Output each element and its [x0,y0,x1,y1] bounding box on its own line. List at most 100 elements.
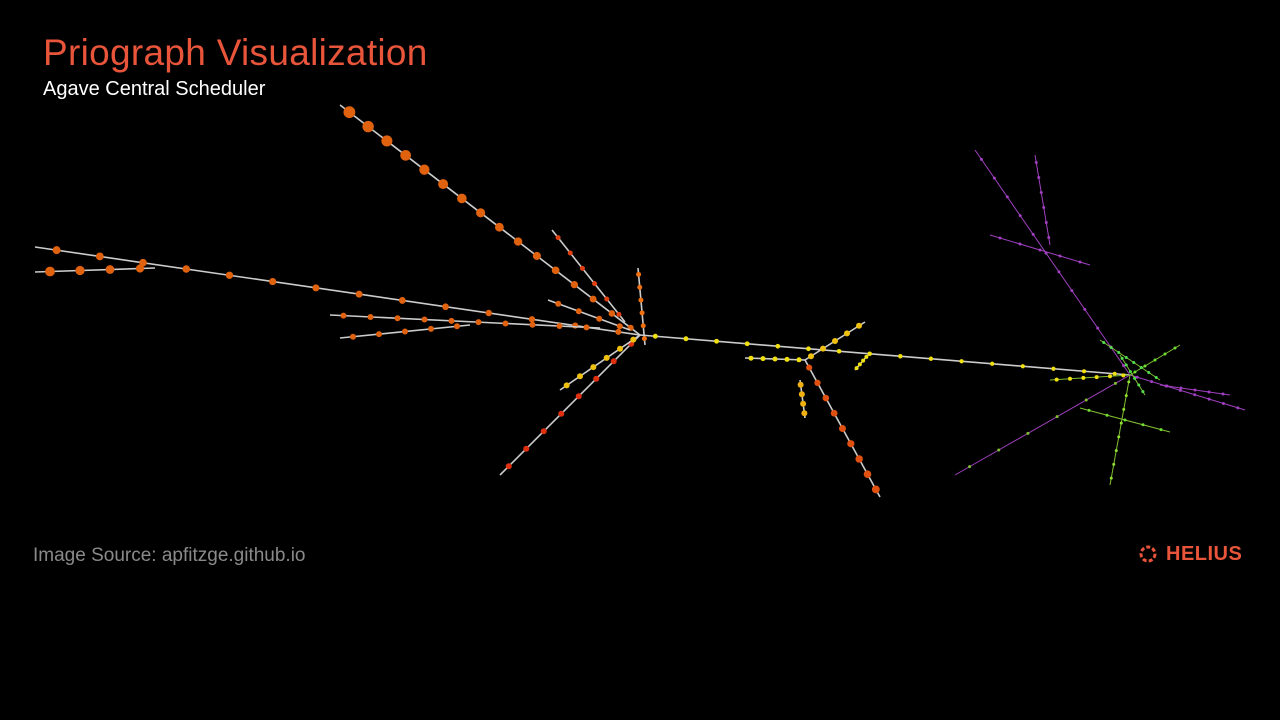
node [1141,390,1145,394]
node [1139,366,1143,369]
node [744,341,750,347]
node [832,338,838,344]
node [610,358,617,365]
node [505,463,512,470]
node [1044,221,1048,224]
node [637,284,643,290]
node [135,264,145,273]
node [990,361,995,366]
node [398,297,406,304]
node [1109,476,1113,480]
node [979,157,983,161]
node [1124,356,1128,359]
node [608,310,616,317]
node [683,336,689,342]
node [806,364,813,371]
edge [499,334,641,476]
node [394,315,401,322]
node [1031,232,1035,236]
node [400,149,411,161]
node [1047,236,1051,239]
node [475,319,482,326]
node [1042,206,1046,209]
node [1096,326,1100,330]
node [1058,254,1062,258]
logo: HELIUS [1136,542,1242,566]
edge [34,267,156,273]
node [502,320,509,327]
edge [1129,374,1246,411]
node [476,208,486,218]
edge [547,299,631,331]
node [376,331,382,338]
node [1122,407,1126,411]
node [1068,376,1072,381]
node [540,428,547,435]
node [454,323,460,330]
edge [551,229,626,323]
node [836,348,842,354]
node [1153,358,1157,362]
node [1173,346,1177,350]
node [558,410,565,417]
node [1122,364,1126,368]
node [577,373,583,380]
node [748,355,754,361]
node [1119,421,1123,425]
node [528,316,536,323]
node [555,300,562,307]
node [847,440,855,448]
node [350,333,356,340]
node [968,465,972,469]
node [796,357,802,363]
node [592,281,598,287]
node [589,295,597,303]
subtitle: Agave Central Scheduler [43,78,266,100]
node [596,315,603,322]
node [1127,380,1131,384]
node [105,265,115,274]
node [494,222,504,232]
node [457,193,467,204]
node [864,354,869,359]
node [797,381,804,388]
node [556,323,563,330]
node [636,271,642,277]
node [1154,376,1158,379]
node [772,356,778,362]
node [269,277,277,286]
node [381,135,393,147]
node [856,322,862,329]
edge [637,267,646,346]
node [593,375,600,382]
node [1137,383,1141,387]
node [760,356,766,362]
node [615,328,622,335]
node [959,359,964,364]
node [1020,364,1025,369]
node [616,311,622,317]
node [1132,361,1136,364]
node [898,354,903,359]
node [640,323,646,329]
node [532,251,541,260]
node [1236,406,1240,410]
node [579,265,585,271]
node [1165,384,1169,388]
node [1124,363,1128,367]
node [871,485,880,494]
node [1005,195,1009,199]
node [820,345,826,352]
node [575,393,582,400]
node [997,448,1001,452]
node [1087,408,1091,412]
node [367,313,374,320]
title: Priograph Visualization [43,32,428,73]
node [798,391,805,398]
node [1094,375,1099,380]
edge [329,314,601,329]
node [928,356,934,361]
node [641,336,647,342]
node [1221,392,1225,396]
